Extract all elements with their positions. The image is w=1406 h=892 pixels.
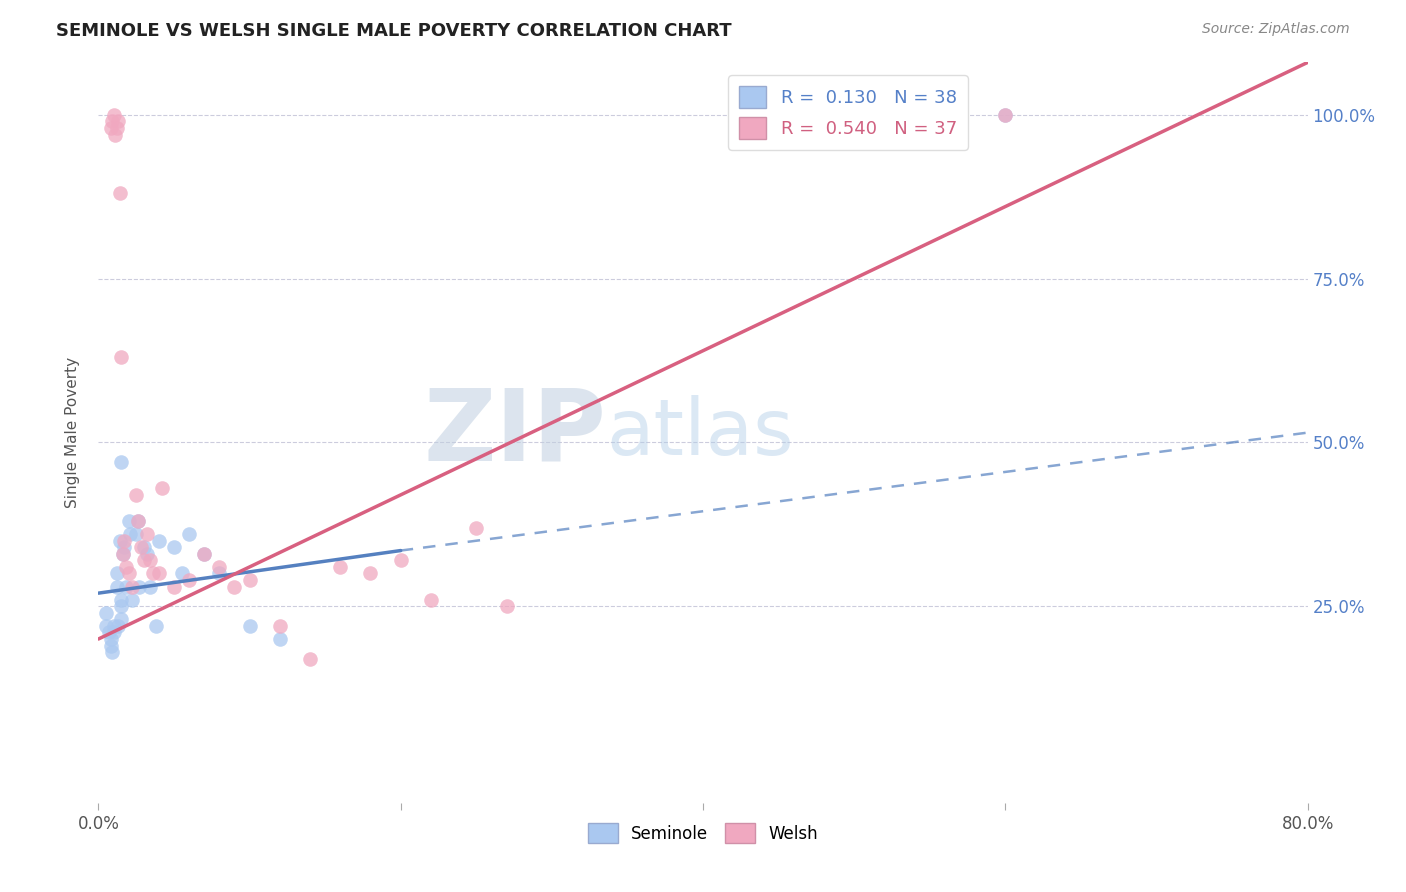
Text: Source: ZipAtlas.com: Source: ZipAtlas.com [1202,22,1350,37]
Y-axis label: Single Male Poverty: Single Male Poverty [65,357,80,508]
Point [125,488,148,502]
Point [495,599,517,614]
Point [179,527,201,541]
Point [110,351,132,365]
Point [103,625,125,640]
Point [108,533,131,548]
Point [110,612,132,626]
Point [170,566,193,581]
Point [129,541,152,555]
Point [329,560,352,574]
Point [994,108,1017,122]
Point [389,553,412,567]
Point [132,553,155,567]
Point [100,120,122,135]
Point [120,527,142,541]
Point [110,592,132,607]
Text: SEMINOLE VS WELSH SINGLE MALE POVERTY CORRELATION CHART: SEMINOLE VS WELSH SINGLE MALE POVERTY CO… [56,22,733,40]
Point [107,114,129,128]
Point [127,514,149,528]
Point [135,527,157,541]
Point [139,580,162,594]
Point [105,120,128,135]
Point [111,547,134,561]
Point [104,128,127,142]
Point [139,553,162,567]
Point [132,541,155,555]
Legend: Seminole, Welsh: Seminole, Welsh [581,816,825,850]
Point [193,547,215,561]
Point [360,566,382,581]
Point [224,580,246,594]
Point [420,592,443,607]
Point [105,580,128,594]
Point [269,619,291,633]
Point [101,645,124,659]
Point [239,619,262,633]
Point [150,481,173,495]
Point [105,566,128,581]
Point [148,533,170,548]
Point [100,639,122,653]
Point [135,547,157,561]
Point [112,541,135,555]
Point [121,592,143,607]
Point [111,547,134,561]
Text: ZIP: ZIP [423,384,606,481]
Point [107,619,129,633]
Point [114,580,136,594]
Point [110,599,132,614]
Point [98,625,121,640]
Point [121,580,143,594]
Point [114,560,136,574]
Point [112,533,135,548]
Point [101,114,124,128]
Point [208,560,231,574]
Point [94,619,117,633]
Point [465,521,488,535]
Point [125,527,148,541]
Point [179,573,201,587]
Point [269,632,291,646]
Point [108,186,131,201]
Point [299,651,322,665]
Point [103,619,125,633]
Point [193,547,215,561]
Point [163,541,186,555]
Point [163,580,186,594]
Point [994,108,1017,122]
Point [100,632,122,646]
Text: atlas: atlas [606,394,794,471]
Point [94,606,117,620]
Point [118,566,141,581]
Point [127,514,149,528]
Point [145,619,167,633]
Point [118,514,141,528]
Point [103,108,125,122]
Point [208,566,231,581]
Point [142,566,165,581]
Point [239,573,262,587]
Point [128,580,150,594]
Point [148,566,170,581]
Point [110,455,132,469]
